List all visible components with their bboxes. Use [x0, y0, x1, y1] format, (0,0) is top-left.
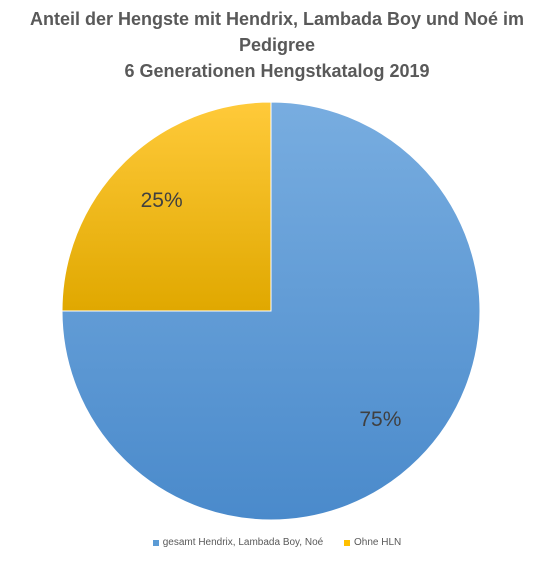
- legend-swatch-ohne-hln: [344, 539, 350, 546]
- chart-title: Anteil der Hengste mit Hendrix, Lambada …: [0, 6, 554, 84]
- chart-title-line-3: 6 Generationen Hengstkatalog 2019: [124, 61, 430, 81]
- legend-item-hln: gesamt Hendrix, Lambada Boy, Noé: [152, 537, 324, 548]
- chart-title-line-2: Pedigree: [238, 35, 316, 55]
- legend-swatch-hln: [152, 539, 159, 546]
- pie-slice-0: [61, 101, 481, 521]
- chart-title-line-1: Anteil der Hengste mit Hendrix, Lambada …: [29, 9, 525, 29]
- legend-label-ohne-hln: Ohne HLN: [354, 537, 402, 548]
- pie-slice-1: [61, 101, 272, 312]
- legend-label-hln: gesamt Hendrix, Lambada Boy, Noé: [162, 537, 324, 548]
- legend: gesamt Hendrix, Lambada Boy, Noé Ohne HL…: [0, 537, 554, 549]
- legend-item-ohne-hln: Ohne HLN: [344, 537, 401, 548]
- pie-data-label-1: 25%: [141, 189, 183, 212]
- pie-data-label-0: 75%: [359, 408, 401, 431]
